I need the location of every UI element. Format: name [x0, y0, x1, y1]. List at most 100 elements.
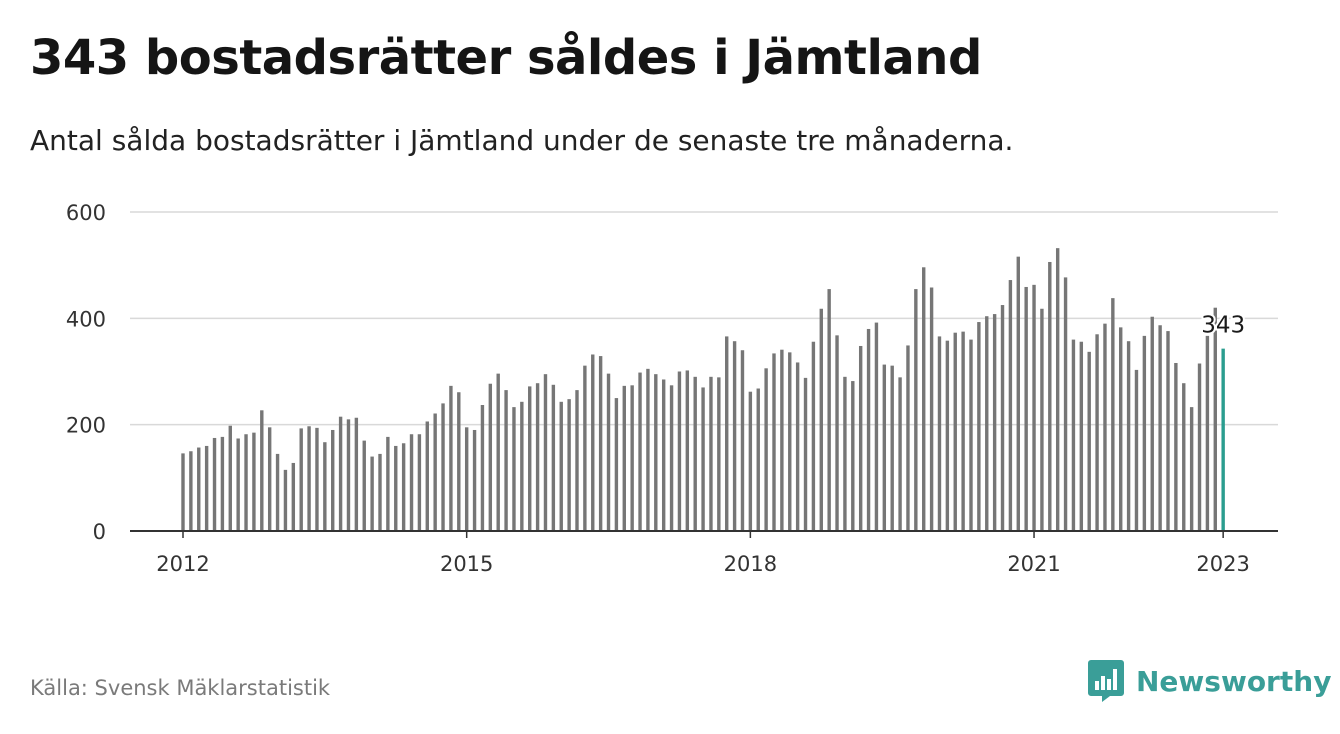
bar [189, 451, 193, 531]
bar [1134, 369, 1139, 531]
bar [622, 385, 626, 531]
bar [890, 365, 894, 531]
bar [725, 336, 729, 531]
bar [528, 386, 532, 531]
bar [772, 353, 776, 531]
bar [701, 387, 705, 531]
bar [953, 332, 957, 531]
brand-logo[interactable]: Newsworthy [1088, 660, 1331, 702]
bar [441, 403, 445, 531]
bar [197, 447, 201, 531]
bar [520, 401, 524, 531]
bar [906, 345, 910, 531]
bar [732, 341, 737, 531]
bar [512, 407, 516, 531]
bar [882, 364, 887, 531]
bar [811, 341, 816, 531]
source-note: Källa: Svensk Mäklarstatistik [30, 676, 331, 700]
bar [267, 427, 272, 531]
bar [472, 429, 477, 531]
bar [409, 434, 414, 531]
bar [1024, 286, 1028, 531]
bar [614, 398, 619, 531]
bar [283, 469, 288, 531]
bar [835, 335, 839, 531]
bar [606, 373, 611, 531]
bar [1158, 325, 1162, 531]
bar [252, 432, 256, 531]
bar [488, 383, 493, 531]
bar [1150, 316, 1154, 531]
bar [819, 308, 823, 531]
bar [1189, 407, 1194, 531]
bar [985, 316, 989, 531]
bar [260, 410, 264, 531]
bar [969, 339, 973, 531]
bar [756, 388, 760, 531]
data-label-last: 343 [1201, 313, 1245, 339]
bar [1087, 351, 1091, 531]
brand-name: Newsworthy [1136, 664, 1332, 698]
bar [1166, 331, 1170, 531]
bar-chart-speech-icon [1088, 660, 1124, 702]
bar-highlight [1221, 348, 1225, 531]
y-tick-label: 400 [66, 307, 106, 331]
bar [598, 356, 603, 531]
bar [496, 373, 500, 531]
bar [1182, 383, 1186, 531]
bar [1071, 339, 1076, 531]
bar [362, 440, 366, 531]
bar [851, 381, 855, 531]
bar [1040, 308, 1044, 531]
bar [874, 322, 879, 531]
bar [945, 340, 950, 531]
bar [559, 401, 563, 531]
bar [1079, 341, 1084, 531]
bar [638, 372, 642, 531]
bar [1213, 307, 1217, 531]
bar [220, 436, 225, 531]
bar [307, 426, 311, 531]
bar [394, 445, 398, 531]
bar [504, 390, 508, 531]
bar [370, 456, 374, 531]
bar [567, 399, 571, 531]
bar [929, 287, 934, 531]
bar [780, 349, 784, 531]
bar [228, 425, 232, 531]
bar [922, 267, 926, 531]
bar [1103, 323, 1107, 531]
bar [803, 377, 808, 531]
x-tick-label: 2012 [156, 552, 209, 576]
bar [575, 390, 579, 531]
bar [551, 384, 556, 531]
bar [1000, 305, 1005, 531]
bar [583, 365, 587, 531]
bar [449, 385, 453, 531]
bar [331, 429, 335, 531]
bar [914, 289, 918, 531]
bar [181, 453, 185, 531]
bar [417, 434, 422, 531]
bar [795, 362, 800, 531]
bar [433, 413, 437, 531]
bar [677, 371, 682, 531]
bar [1119, 327, 1123, 531]
bar [591, 354, 595, 531]
bar [709, 376, 713, 531]
bar [291, 462, 296, 531]
bar [1048, 261, 1052, 531]
bar [977, 322, 981, 531]
bar [480, 405, 485, 531]
bar [1055, 248, 1060, 531]
bar [425, 421, 429, 531]
bar [1197, 363, 1202, 531]
bar [386, 436, 390, 531]
bar [275, 453, 280, 531]
bar [748, 391, 753, 531]
bar [212, 437, 217, 531]
bar [464, 427, 469, 531]
bar [1111, 298, 1115, 531]
bar [1142, 335, 1147, 531]
bar [992, 314, 997, 531]
